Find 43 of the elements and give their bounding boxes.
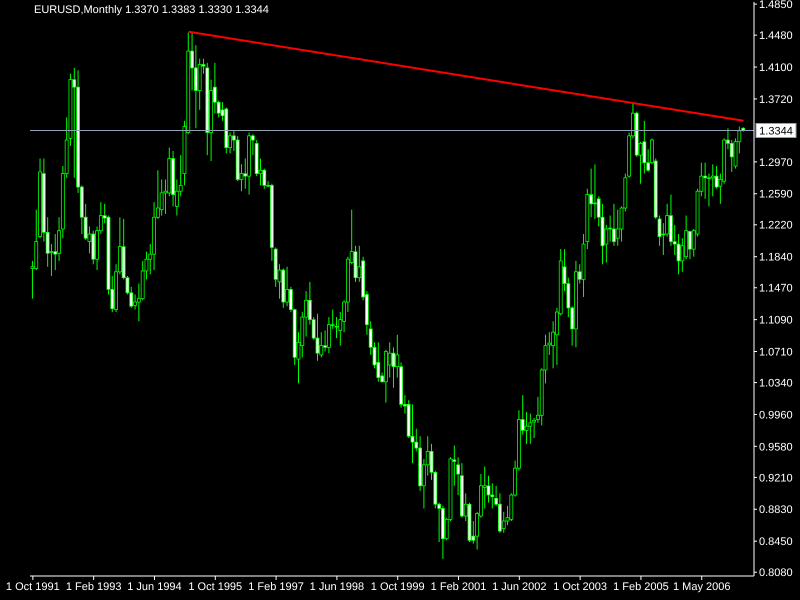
x-tick-label: 1 Feb 1997 bbox=[248, 580, 304, 593]
x-tick-label: 1 Oct 1999 bbox=[370, 580, 425, 593]
y-tick-label: 0.9580 bbox=[759, 441, 793, 454]
candlestick bbox=[410, 404, 414, 464]
x-tick-label: 1 Feb 2005 bbox=[613, 580, 669, 593]
y-tick-label: 0.8830 bbox=[759, 504, 793, 516]
ref-line-label: 1.3344 bbox=[759, 125, 793, 138]
candlestick bbox=[524, 411, 528, 444]
x-tick-label: 1 Jun 1998 bbox=[310, 580, 364, 593]
y-tick-label: 1.1090 bbox=[759, 314, 793, 327]
candlestick bbox=[285, 266, 289, 307]
candlestick bbox=[388, 342, 392, 378]
candlestick bbox=[316, 313, 320, 362]
y-tick-label: 1.3720 bbox=[759, 94, 793, 106]
candlestick bbox=[376, 342, 380, 382]
x-tick-label: 1 Jun 1994 bbox=[127, 580, 182, 593]
y-tick-label: 1.2220 bbox=[759, 220, 793, 232]
candlestick bbox=[616, 209, 620, 246]
y-tick-label: 0.9960 bbox=[759, 409, 793, 422]
candlestick bbox=[612, 203, 616, 246]
candlestick bbox=[593, 164, 597, 220]
y-tick-label: 1.0340 bbox=[759, 377, 793, 390]
x-tick-label: 1 Jun 2002 bbox=[492, 580, 547, 593]
x-tick-label: 1 Feb 1993 bbox=[66, 580, 122, 593]
y-tick-label: 1.1840 bbox=[759, 252, 793, 264]
y-tick-label: 1.4100 bbox=[759, 62, 793, 74]
candlestick bbox=[688, 230, 692, 260]
candlestick bbox=[528, 413, 532, 444]
chart-title: EURUSD,Monthly 1.3370 1.3383 1.3330 1.3344 bbox=[34, 4, 269, 16]
y-tick-label: 1.2590 bbox=[759, 188, 793, 201]
y-tick-label: 1.2970 bbox=[759, 156, 793, 169]
y-tick-label: 1.4480 bbox=[759, 30, 793, 42]
x-tick-label: 1 Feb 2001 bbox=[430, 580, 486, 593]
y-tick-label: 0.8450 bbox=[759, 536, 793, 548]
y-tick-label: 0.9210 bbox=[759, 472, 793, 484]
y-tick-label: 1.4850 bbox=[759, 0, 793, 12]
x-tick-label: 1 Oct 2003 bbox=[553, 580, 608, 593]
y-tick-label: 1.0710 bbox=[759, 346, 793, 358]
y-tick-label: 1.1470 bbox=[759, 282, 793, 295]
x-tick-label: 1 Oct 1995 bbox=[188, 580, 242, 593]
y-tick-label: 0.8080 bbox=[759, 567, 793, 580]
x-tick-label: 1 May 2006 bbox=[673, 580, 730, 593]
x-tick-label: 1 Oct 1991 bbox=[6, 580, 60, 593]
